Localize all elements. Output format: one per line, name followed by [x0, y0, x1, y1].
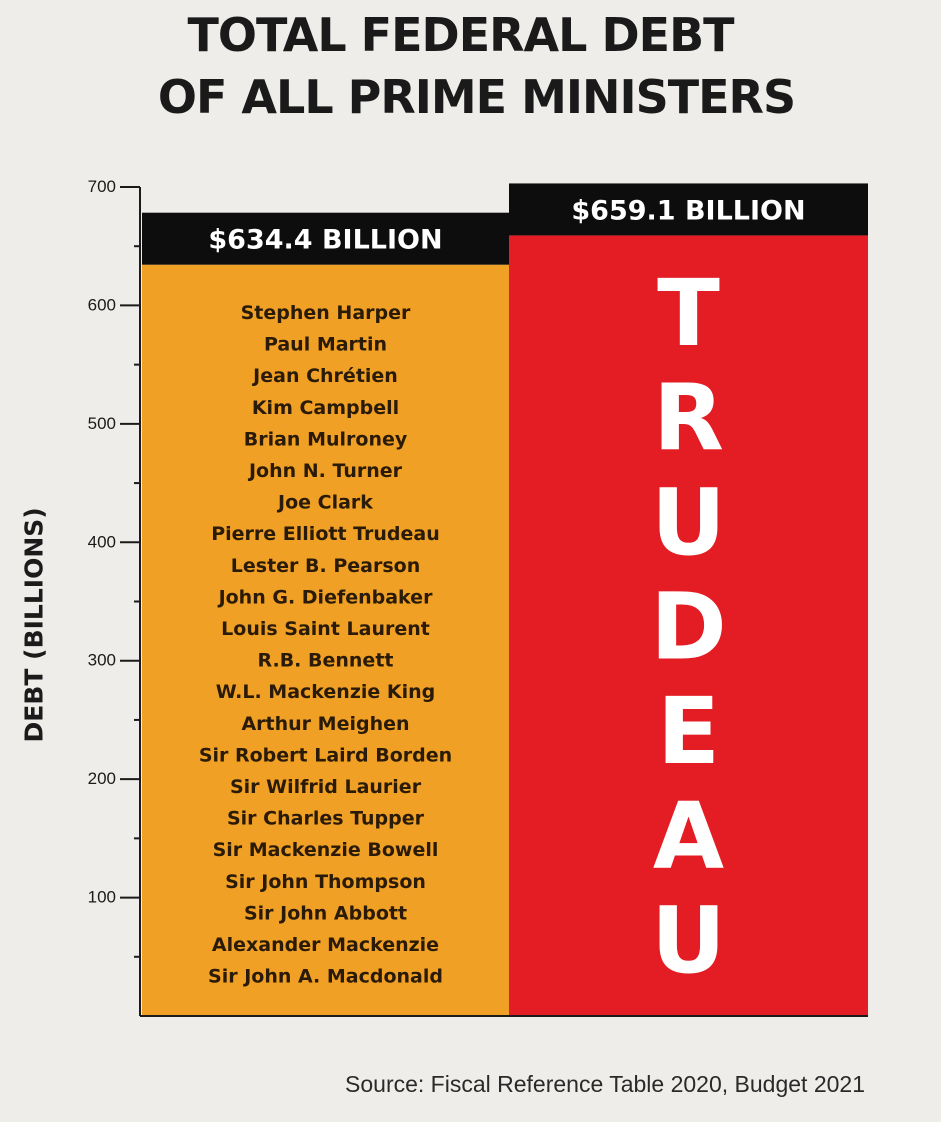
- prime-minister-name: Sir John Thompson: [225, 871, 426, 893]
- y-tick-label: 200: [88, 769, 116, 788]
- y-tick-label: 600: [88, 295, 116, 314]
- prime-minister-name: Joe Clark: [276, 492, 373, 514]
- prime-minister-name: Jean Chrétien: [251, 365, 398, 387]
- chart-title-line-1: TOTAL FEDERAL DEBT: [187, 8, 734, 62]
- y-tick-label: 700: [88, 177, 116, 196]
- prime-minister-name: John G. Diefenbaker: [217, 586, 434, 608]
- y-tick-label: 100: [88, 888, 116, 907]
- y-tick-label: 300: [88, 651, 116, 670]
- chart-title-line-2: OF ALL PRIME MINISTERS: [157, 70, 796, 124]
- value-label-box-0: [142, 212, 509, 265]
- prime-minister-name: Alexander Mackenzie: [212, 934, 439, 956]
- prime-minister-name: Sir Charles Tupper: [227, 808, 425, 830]
- prime-minister-name: Louis Saint Laurent: [221, 618, 430, 640]
- value-label-0: $634.4 BILLION: [208, 225, 442, 256]
- prime-minister-name: Sir Robert Laird Borden: [199, 744, 452, 766]
- prime-minister-name: Lester B. Pearson: [231, 555, 420, 577]
- y-tick-label: 500: [88, 414, 116, 433]
- trudeau-letter: T: [657, 260, 720, 367]
- bar-other-prime-ministers: [142, 264, 509, 1016]
- prime-minister-name: Sir John Abbott: [244, 902, 407, 924]
- trudeau-letter: E: [657, 678, 720, 785]
- prime-minister-name: Brian Mulroney: [244, 428, 408, 450]
- prime-minister-name: John N. Turner: [247, 460, 403, 482]
- trudeau-letter: U: [651, 887, 726, 994]
- prime-minister-name: Paul Martin: [264, 334, 387, 356]
- trudeau-letter: D: [650, 574, 726, 681]
- value-label-box-1: [509, 183, 868, 236]
- y-tick-label: 400: [88, 532, 116, 551]
- source-note: Source: Fiscal Reference Table 2020, Bud…: [345, 1071, 865, 1097]
- prime-minister-name: Stephen Harper: [241, 302, 411, 324]
- prime-minister-name: Kim Campbell: [252, 397, 399, 419]
- prime-minister-name: Sir Mackenzie Bowell: [213, 839, 439, 861]
- trudeau-letter: R: [653, 365, 724, 472]
- prime-minister-name: Sir John A. Macdonald: [208, 966, 443, 988]
- bar-trudeau: [509, 235, 868, 1017]
- prime-minister-name: Pierre Elliott Trudeau: [211, 523, 440, 545]
- prime-minister-name: Arthur Meighen: [241, 713, 409, 735]
- prime-minister-name: W.L. Mackenzie King: [216, 681, 436, 703]
- trudeau-letter: U: [651, 469, 726, 576]
- trudeau-letter: A: [653, 783, 724, 890]
- value-label-1: $659.1 BILLION: [571, 195, 805, 226]
- prime-minister-name: Sir Wilfrid Laurier: [230, 776, 422, 798]
- prime-minister-name: R.B. Bennett: [258, 650, 394, 672]
